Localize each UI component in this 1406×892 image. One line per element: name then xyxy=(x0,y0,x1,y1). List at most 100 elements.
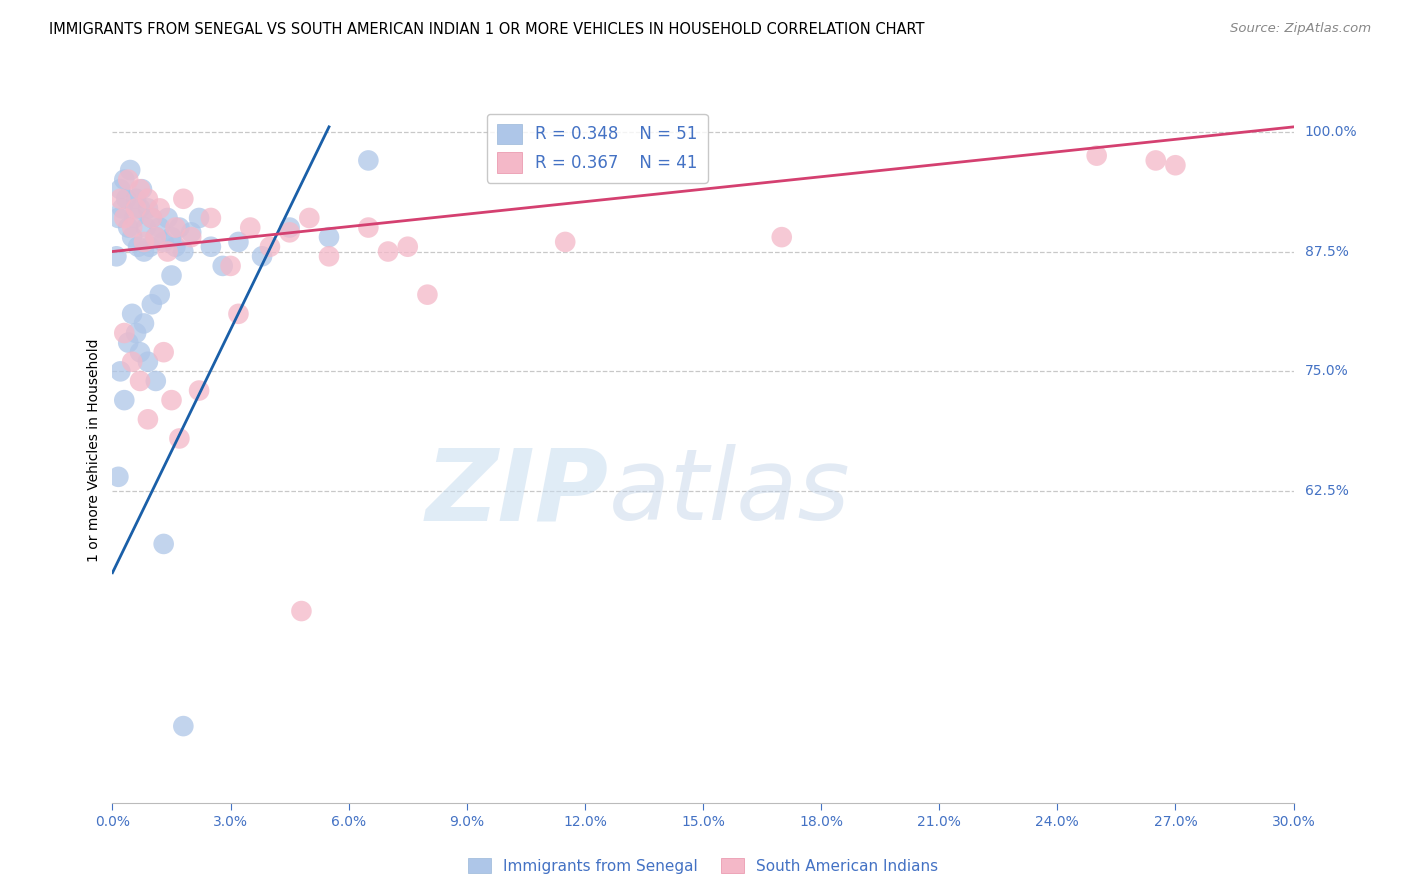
Point xyxy=(1164,158,1187,172)
Point xyxy=(152,345,174,359)
Point xyxy=(136,192,159,206)
Point xyxy=(132,317,155,331)
Point xyxy=(180,230,202,244)
Point xyxy=(129,182,152,196)
Point xyxy=(122,211,145,225)
Point xyxy=(200,240,222,254)
Point xyxy=(105,249,128,263)
Point xyxy=(136,355,159,369)
Point xyxy=(554,235,576,249)
Point xyxy=(298,211,321,225)
Point xyxy=(132,235,155,249)
Point xyxy=(135,220,157,235)
Point xyxy=(145,230,167,244)
Point xyxy=(172,719,194,733)
Point xyxy=(250,249,273,263)
Point xyxy=(172,192,194,206)
Point xyxy=(120,163,142,178)
Point xyxy=(160,268,183,283)
Point xyxy=(156,211,179,225)
Point xyxy=(107,470,129,484)
Point xyxy=(357,220,380,235)
Point xyxy=(278,220,301,235)
Point xyxy=(117,172,139,186)
Point xyxy=(125,202,148,216)
Point xyxy=(770,230,793,244)
Point xyxy=(211,259,233,273)
Point xyxy=(318,249,340,263)
Point xyxy=(188,211,211,225)
Point xyxy=(165,240,187,254)
Text: 75.0%: 75.0% xyxy=(1305,364,1348,378)
Point xyxy=(160,393,183,408)
Point xyxy=(165,220,187,235)
Point xyxy=(152,235,174,249)
Point xyxy=(136,202,159,216)
Point xyxy=(111,202,134,216)
Text: 87.5%: 87.5% xyxy=(1305,244,1348,259)
Point xyxy=(139,240,162,254)
Point xyxy=(145,230,167,244)
Point xyxy=(318,230,340,244)
Point xyxy=(149,202,172,216)
Point xyxy=(219,259,242,273)
Point xyxy=(172,244,194,259)
Point xyxy=(1144,153,1167,168)
Point xyxy=(357,153,380,168)
Point xyxy=(290,604,312,618)
Point xyxy=(121,355,143,369)
Point xyxy=(200,211,222,225)
Point xyxy=(129,202,152,216)
Point xyxy=(228,235,250,249)
Point xyxy=(169,220,191,235)
Point xyxy=(180,225,202,239)
Point xyxy=(156,244,179,259)
Point xyxy=(117,220,139,235)
Point xyxy=(121,307,143,321)
Point xyxy=(115,192,138,206)
Text: IMMIGRANTS FROM SENEGAL VS SOUTH AMERICAN INDIAN 1 OR MORE VEHICLES IN HOUSEHOLD: IMMIGRANTS FROM SENEGAL VS SOUTH AMERICA… xyxy=(49,22,925,37)
Text: 62.5%: 62.5% xyxy=(1305,484,1348,499)
Point xyxy=(136,412,159,426)
Text: ZIP: ZIP xyxy=(426,444,609,541)
Point xyxy=(152,537,174,551)
Point xyxy=(112,211,135,225)
Point xyxy=(112,393,135,408)
Point xyxy=(396,240,419,254)
Text: Source: ZipAtlas.com: Source: ZipAtlas.com xyxy=(1230,22,1371,36)
Point xyxy=(259,240,281,254)
Point xyxy=(125,326,148,340)
Point xyxy=(131,182,153,196)
Point xyxy=(239,220,262,235)
Point xyxy=(121,220,143,235)
Point xyxy=(127,240,149,254)
Point xyxy=(125,192,148,206)
Legend: Immigrants from Senegal, South American Indians: Immigrants from Senegal, South American … xyxy=(461,852,945,880)
Point xyxy=(107,211,129,225)
Point xyxy=(141,297,163,311)
Point xyxy=(416,287,439,301)
Point xyxy=(112,326,135,340)
Point xyxy=(377,244,399,259)
Point xyxy=(129,374,152,388)
Point xyxy=(188,384,211,398)
Point xyxy=(1085,148,1108,162)
Point xyxy=(121,230,143,244)
Point xyxy=(110,192,132,206)
Point xyxy=(141,211,163,225)
Point xyxy=(112,172,135,186)
Point xyxy=(160,230,183,244)
Legend: R = 0.348    N = 51, R = 0.367    N = 41: R = 0.348 N = 51, R = 0.367 N = 41 xyxy=(486,113,707,183)
Point xyxy=(110,182,132,196)
Point xyxy=(149,220,172,235)
Point xyxy=(141,211,163,225)
Point xyxy=(132,244,155,259)
Point xyxy=(145,374,167,388)
Point xyxy=(278,225,301,239)
Text: 100.0%: 100.0% xyxy=(1305,125,1357,138)
Point xyxy=(129,345,152,359)
Point xyxy=(149,287,172,301)
Point xyxy=(110,364,132,378)
Point xyxy=(117,335,139,350)
Text: atlas: atlas xyxy=(609,444,851,541)
